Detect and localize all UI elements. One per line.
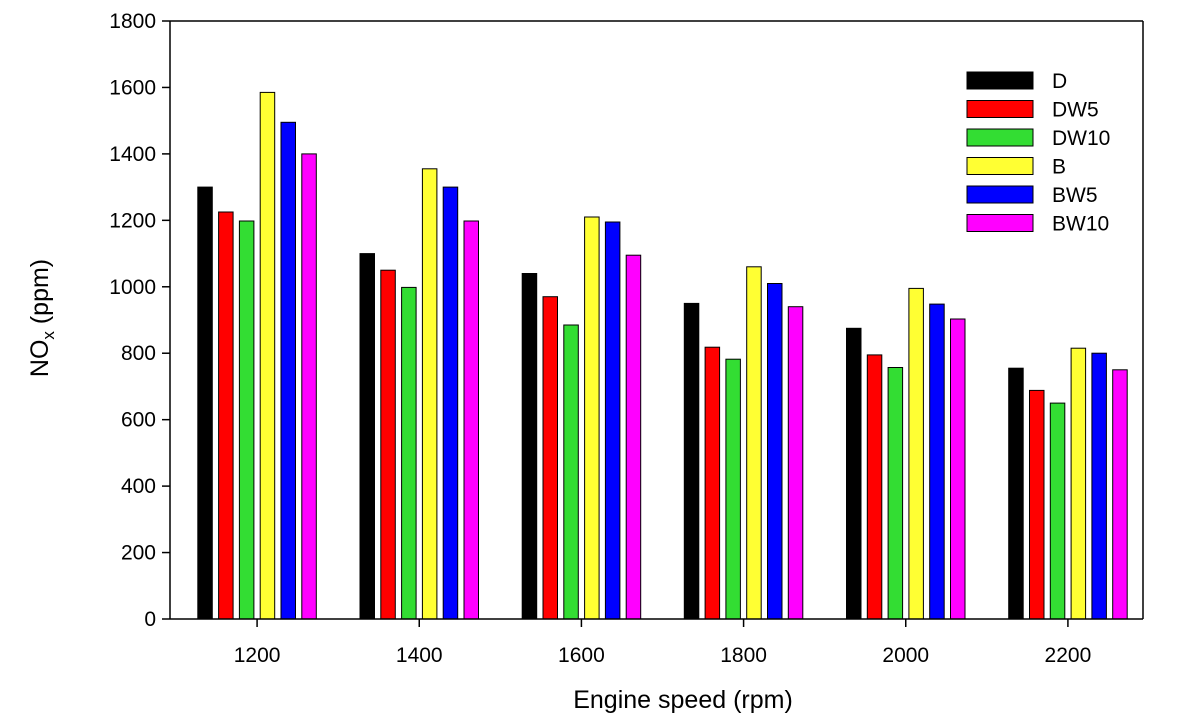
legend-swatch-bw10 xyxy=(966,214,1034,232)
x-tick-label-1800: 1800 xyxy=(720,644,767,667)
bar-bw5-1400 xyxy=(442,186,459,620)
y-tick-label-400: 400 xyxy=(121,475,156,498)
legend-swatch-dw10 xyxy=(966,128,1034,147)
bar-bw5-2200 xyxy=(1091,352,1107,620)
bar-bw10-2000 xyxy=(950,318,966,620)
y-tick-label-600: 600 xyxy=(121,409,156,432)
legend-label-bw10: BW10 xyxy=(1052,213,1109,236)
legend-label-d: D xyxy=(1052,70,1067,93)
x-tick-label-1200: 1200 xyxy=(234,644,281,667)
y-axis-label: NOx (ppm) xyxy=(26,259,58,377)
bar-b-1800 xyxy=(746,266,762,620)
y-tick-label-1600: 1600 xyxy=(109,76,156,99)
x-tick-label-1400: 1400 xyxy=(396,644,443,667)
bar-dw10-2000 xyxy=(887,367,904,620)
bar-b-1200 xyxy=(259,91,276,620)
x-axis-label: Engine speed (rpm) xyxy=(573,686,793,714)
bar-d-2000 xyxy=(846,327,862,620)
bar-dw10-1600 xyxy=(563,324,579,620)
bar-bw5-1200 xyxy=(280,121,296,620)
bar-d-1200 xyxy=(197,186,213,620)
legend-label-dw10: DW10 xyxy=(1052,127,1110,150)
y-tick-label-1800: 1800 xyxy=(109,10,156,33)
y-tick-label-1000: 1000 xyxy=(109,276,156,299)
y-tick-label-1200: 1200 xyxy=(109,209,156,232)
bar-dw5-1400 xyxy=(380,269,396,620)
bar-d-2200 xyxy=(1008,367,1024,620)
bar-bw10-2200 xyxy=(1112,369,1128,620)
bar-d-1400 xyxy=(359,253,375,620)
legend: D DW5 DW10 B BW5 BW10 xyxy=(966,70,1110,236)
legend-label-dw5: DW5 xyxy=(1052,99,1099,122)
bar-d-1600 xyxy=(521,273,538,620)
y-tick-label-0: 0 xyxy=(144,608,156,631)
legend-label-b: B xyxy=(1052,156,1066,179)
bar-bw10-1400 xyxy=(463,220,479,620)
bar-dw5-1200 xyxy=(218,211,234,620)
bar-bw10-1200 xyxy=(301,153,317,620)
axes-group: 0 200 400 600 800 1000 1200 1400 1600 1800 1200 140… xyxy=(109,10,1144,667)
bar-dw10-1200 xyxy=(238,220,255,620)
bar-dw5-2200 xyxy=(1029,389,1045,620)
bar-b-2000 xyxy=(908,287,924,620)
bar-dw5-2000 xyxy=(866,354,883,620)
y-tick-label-800: 800 xyxy=(121,342,156,365)
bar-b-2200 xyxy=(1070,347,1087,620)
bar-dw5-1800 xyxy=(704,346,721,620)
legend-swatch-bw5 xyxy=(966,185,1034,204)
x-tick-label-2000: 2000 xyxy=(882,644,929,667)
legend-swatch-b xyxy=(966,157,1034,175)
bar-bw5-2000 xyxy=(929,303,945,620)
legend-label-bw5: BW5 xyxy=(1052,184,1098,207)
bar-b-1600 xyxy=(584,216,600,620)
bar-bw10-1600 xyxy=(625,254,642,620)
bar-d-1800 xyxy=(683,302,700,620)
x-tick-label-2200: 2200 xyxy=(1045,644,1092,667)
bar-dw10-2200 xyxy=(1049,402,1066,620)
bars-group xyxy=(197,91,1128,620)
legend-swatch-d xyxy=(966,71,1034,90)
y-tick-label-200: 200 xyxy=(121,542,156,565)
bar-dw10-1400 xyxy=(401,286,417,620)
x-tick-label-1600: 1600 xyxy=(558,644,605,667)
bar-b-1400 xyxy=(421,168,438,620)
bar-dw10-1800 xyxy=(725,358,741,620)
y-tick-label-1400: 1400 xyxy=(109,143,156,166)
bar-bw5-1600 xyxy=(604,221,621,620)
bar-bw10-1800 xyxy=(787,306,804,620)
bar-dw5-1600 xyxy=(542,296,558,620)
legend-swatch-dw5 xyxy=(966,100,1034,118)
bar-bw5-1800 xyxy=(767,283,783,620)
